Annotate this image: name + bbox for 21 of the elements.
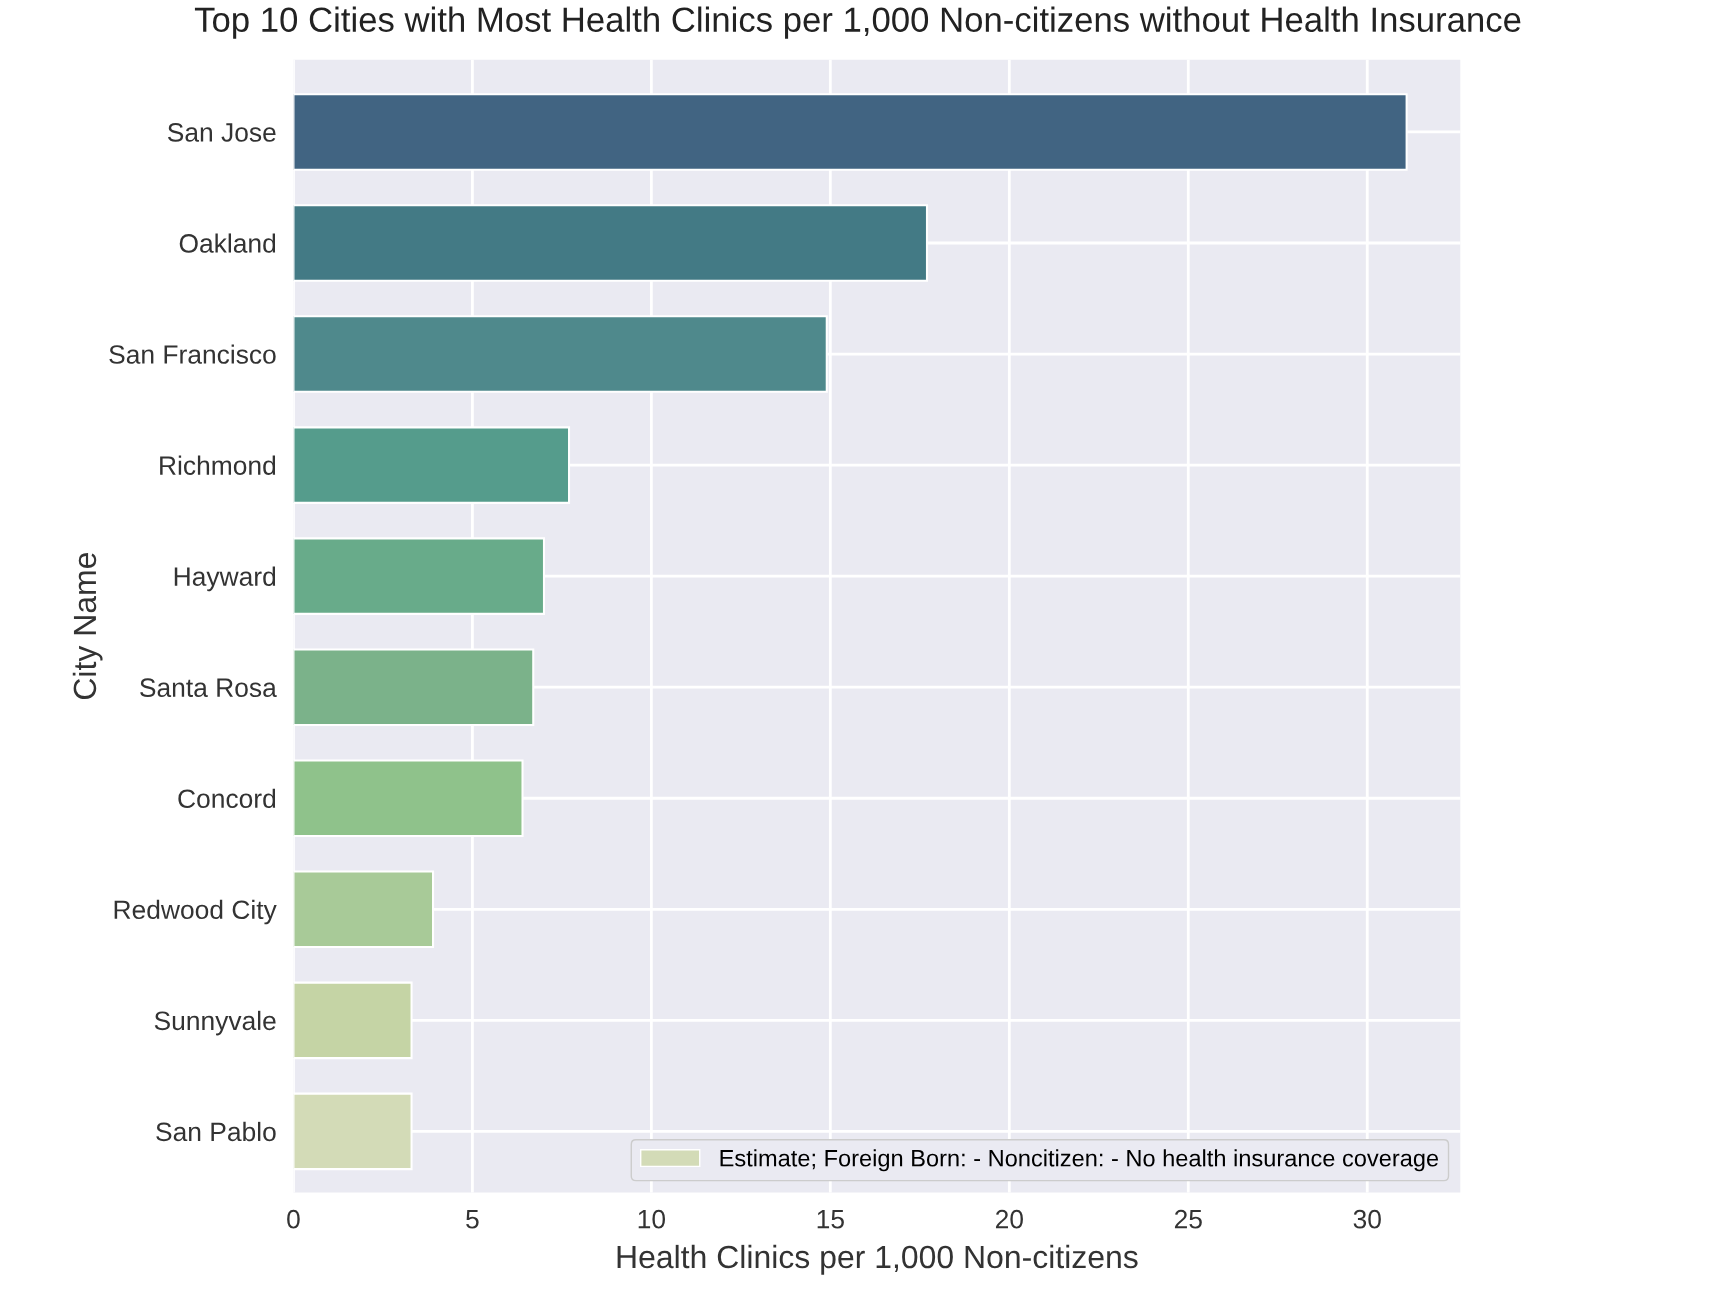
x-tick-label: 10 — [638, 1209, 666, 1229]
x-tick-label: 0 — [287, 1209, 300, 1229]
y-tick-label: Sunnyvale — [154, 1010, 276, 1036]
x-tick-label: 25 — [1174, 1209, 1202, 1229]
legend-label: Estimate; Foreign Born: - Noncitizen: - No health insurance coverage — [720, 1149, 1439, 1172]
y-tick-label: Concord — [178, 788, 276, 809]
y-tick-label: Redwood City — [114, 899, 277, 925]
y-tick-label: San Jose — [167, 123, 276, 142]
y-tick-label: San Pablo — [156, 1121, 276, 1142]
x-tick-label: 5 — [466, 1210, 479, 1229]
chart-title: Top 10 Cities with Most Health Clinics per 1,000 Non-citizens without Health Insurance — [194, 6, 1521, 39]
y-tick-label: Hayward — [174, 566, 276, 592]
y-tick-label: San Francisco — [109, 344, 276, 364]
x-tick-label: 15 — [817, 1210, 844, 1229]
x-axis-title: Health Clinics per 1,000 Non-citizens — [617, 1244, 1138, 1275]
y-tick-label: Santa Rosa — [140, 678, 277, 698]
x-tick-label: 20 — [995, 1209, 1023, 1229]
y-tick-label: Oakland — [179, 233, 276, 253]
x-tick-label: 30 — [1353, 1209, 1381, 1229]
y-tick-label: Richmond — [160, 455, 276, 475]
y-axis-title: City Name — [72, 552, 103, 700]
